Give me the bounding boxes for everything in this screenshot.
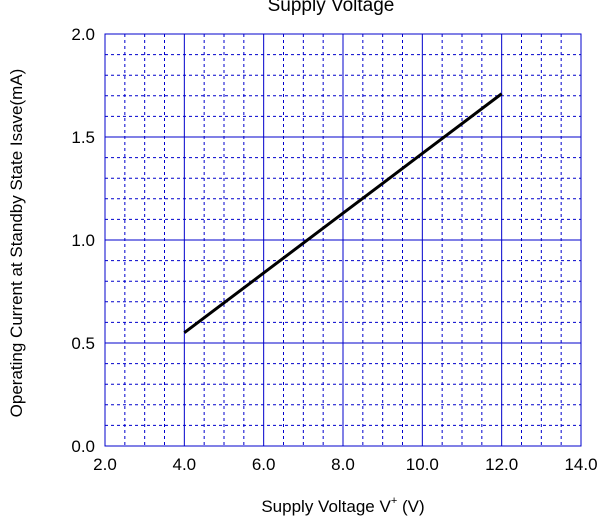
y-tick-label: 0.0 [71,437,95,456]
y-tick-label: 1.0 [71,231,95,250]
grid [104,33,582,447]
x-axis-label-superscript: + [391,495,397,507]
y-tick-label: 2.0 [71,25,95,44]
y-tick-label: 1.5 [71,128,95,147]
series-layer [183,92,503,334]
x-axis-label-unit: (V) [397,497,424,516]
x-tick-label: 14.0 [564,455,597,474]
x-tick-label: 10.0 [406,455,439,474]
series-line [183,92,503,334]
x-tick-label: 6.0 [252,455,276,474]
y-tick-labels: 0.0 0.5 1.0 1.5 2.0 [71,25,95,456]
chart-title: Supply Voltage [268,0,395,16]
plot-frame [104,33,582,447]
x-tick-label: 12.0 [485,455,518,474]
y-tick-label: 0.5 [71,334,95,353]
x-axis-label: Supply Voltage V+ (V) [261,495,424,516]
x-tick-label: 2.0 [93,455,117,474]
x-tick-label: 8.0 [331,455,355,474]
x-tick-label: 4.0 [173,455,197,474]
x-axis-label-main: Supply Voltage V [261,497,391,516]
y-axis-label: Operating Current at Standby State Isave… [7,69,26,418]
x-tick-labels: 2.0 4.0 6.0 8.0 10.0 12.0 14.0 [93,455,597,474]
